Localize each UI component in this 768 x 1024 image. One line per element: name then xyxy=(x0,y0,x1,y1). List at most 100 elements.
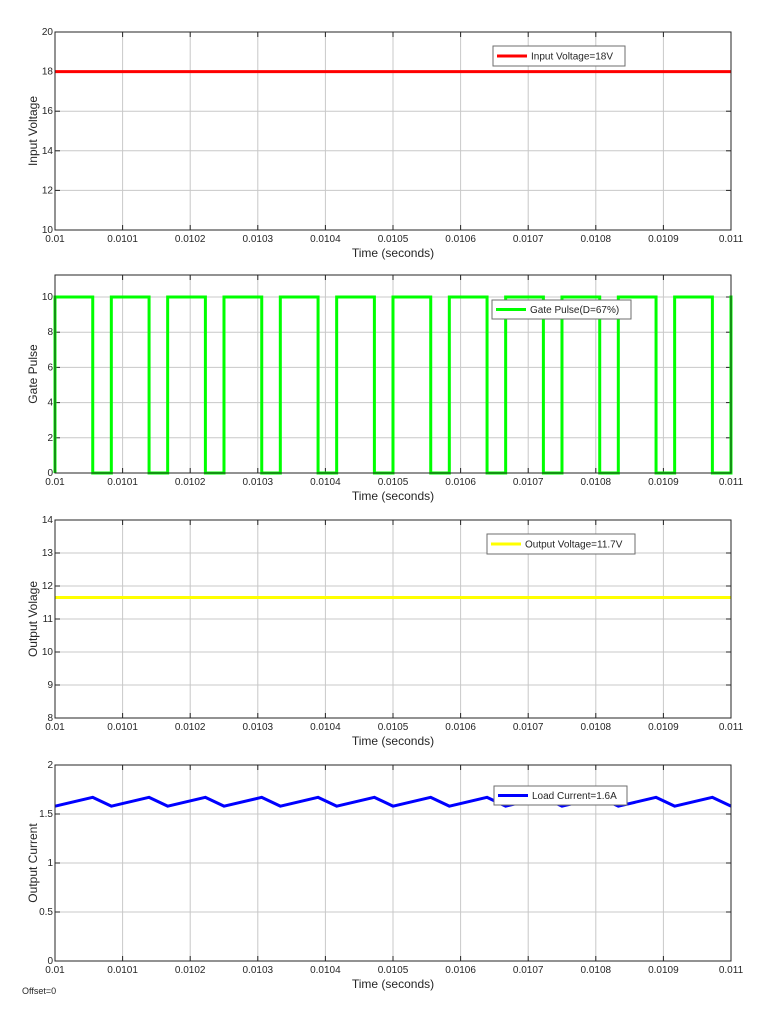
x-tick-label: 0.0107 xyxy=(513,477,544,488)
x-tick-label: 0.0105 xyxy=(378,722,409,733)
x-tick-label: 0.0109 xyxy=(648,477,679,488)
axes-box xyxy=(54,519,732,719)
x-tick-label: 0.0101 xyxy=(107,965,138,976)
x-tick-label: 0.011 xyxy=(719,477,744,488)
x-tick-label: 0.011 xyxy=(719,965,744,976)
x-tick-label: 0.0102 xyxy=(175,234,206,245)
x-tick-label: 0.0106 xyxy=(445,477,476,488)
x-tick-label: 0.0104 xyxy=(310,234,341,245)
panel-output-current: 0.01 0.0101 0.0102 0.0103 0.0104 0.0105 0.0106… xyxy=(26,760,744,991)
y-tick-label: 0 xyxy=(47,956,53,967)
x-tick-label: 0.0107 xyxy=(513,722,544,733)
y-tick-label: 12 xyxy=(42,581,54,592)
x-tick-label: 0.0102 xyxy=(175,477,206,488)
x-tick-label: 0.01 xyxy=(45,722,65,733)
axes-box xyxy=(54,274,732,474)
y-tick-label: 4 xyxy=(47,398,53,409)
legend-label: Output Voltage=11.7V xyxy=(525,540,623,551)
y-tick-label: 14 xyxy=(42,515,54,526)
panel-input-voltage: 0.01 0.0101 0.0102 0.0103 0.0104 0.0105 0.0106… xyxy=(26,27,744,260)
x-tick-label: 0.011 xyxy=(719,234,744,245)
axes-box xyxy=(54,31,732,231)
x-tick-label: 0.0107 xyxy=(513,965,544,976)
y-tick-label: 0.5 xyxy=(39,907,53,918)
y-tick-label: 2 xyxy=(47,433,53,444)
legend-label: Gate Pulse(D=67%) xyxy=(530,305,619,316)
legend-box xyxy=(493,785,628,806)
y-axis-label: Output Current xyxy=(26,823,40,903)
y-tick-label: 1 xyxy=(47,858,53,869)
x-tick-label: 0.0108 xyxy=(581,477,612,488)
x-tick-label: 0.0104 xyxy=(310,965,341,976)
legend-box xyxy=(492,45,626,67)
x-tick-label: 0.01 xyxy=(45,477,65,488)
panel-output-voltage: 0.01 0.0101 0.0102 0.0103 0.0104 0.0105 0.0106… xyxy=(26,515,744,748)
legend-label: Input Voltage=18V xyxy=(531,52,613,63)
x-tick-label: 0.0108 xyxy=(581,722,612,733)
legend: Output Voltage=11.7V xyxy=(486,533,636,555)
offset-label: Offset=0 xyxy=(22,986,57,996)
x-tick-label: 0.0104 xyxy=(310,477,341,488)
y-tick-label: 18 xyxy=(42,67,54,78)
x-tick-label: 0.0106 xyxy=(445,234,476,245)
y-tick-label: 1.5 xyxy=(39,809,53,820)
y-tick-label: 8 xyxy=(47,327,53,338)
y-tick-label: 6 xyxy=(47,362,53,373)
x-tick-label: 0.0101 xyxy=(107,477,138,488)
legend-label: Load Current=1.6A xyxy=(532,791,617,802)
x-tick-label: 0.0106 xyxy=(445,722,476,733)
y-axis-label: Input Voltage xyxy=(26,96,40,166)
y-tick-label: 16 xyxy=(42,106,54,117)
x-tick-label: 0.0104 xyxy=(310,722,341,733)
y-tick-label: 11 xyxy=(43,614,54,625)
legend: Input Voltage=18V xyxy=(492,45,626,67)
legend-box xyxy=(491,299,632,320)
y-tick-label: 0 xyxy=(47,468,53,479)
y-tick-label: 10 xyxy=(42,647,54,658)
x-tick-label: 0.0105 xyxy=(378,234,409,245)
axes-box xyxy=(54,764,732,962)
legend: Load Current=1.6A xyxy=(493,785,628,806)
x-tick-label: 0.011 xyxy=(719,722,744,733)
x-tick-label: 0.0108 xyxy=(581,234,612,245)
x-tick-label: 0.0107 xyxy=(513,234,544,245)
x-tick-label: 0.0105 xyxy=(378,477,409,488)
y-axis-label: Output Volage xyxy=(26,581,40,657)
data-line xyxy=(53,295,733,475)
x-tick-label: 0.0108 xyxy=(581,965,612,976)
x-tick-label: 0.0101 xyxy=(107,722,138,733)
x-tick-label: 0.0102 xyxy=(175,722,206,733)
x-axis-label: Time (seconds) xyxy=(352,977,434,991)
legend: Gate Pulse(D=67%) xyxy=(491,299,632,320)
x-axis-label: Time (seconds) xyxy=(352,489,434,503)
y-tick-label: 20 xyxy=(42,27,54,38)
x-tick-label: 0.0103 xyxy=(243,965,274,976)
y-tick-label: 10 xyxy=(42,225,54,236)
x-tick-label: 0.0106 xyxy=(445,965,476,976)
y-tick-label: 2 xyxy=(47,760,53,771)
x-axis-label: Time (seconds) xyxy=(352,246,434,260)
x-tick-label: 0.0109 xyxy=(648,234,679,245)
x-tick-label: 0.0103 xyxy=(243,722,274,733)
y-axis-label: Gate Pulse xyxy=(26,344,40,404)
y-tick-label: 8 xyxy=(47,713,53,724)
x-tick-label: 0.0102 xyxy=(175,965,206,976)
data-line xyxy=(54,795,732,808)
y-tick-label: 14 xyxy=(42,146,54,157)
x-tick-label: 0.0101 xyxy=(107,234,138,245)
x-tick-label: 0.01 xyxy=(45,234,65,245)
y-tick-label: 12 xyxy=(42,185,54,196)
x-tick-label: 0.01 xyxy=(45,965,65,976)
y-tick-label: 13 xyxy=(42,548,54,559)
x-tick-label: 0.0103 xyxy=(243,234,274,245)
y-tick-label: 9 xyxy=(47,680,53,691)
x-axis-label: Time (seconds) xyxy=(352,734,434,748)
panel-gate-pulse: 0.01 0.0101 0.0102 0.0103 0.0104 0.0105 0.0106… xyxy=(26,274,744,503)
legend-box xyxy=(486,533,636,555)
x-tick-label: 0.0103 xyxy=(243,477,274,488)
x-tick-label: 0.0105 xyxy=(378,965,409,976)
x-tick-label: 0.0109 xyxy=(648,722,679,733)
y-tick-label: 10 xyxy=(42,292,54,303)
x-tick-label: 0.0109 xyxy=(648,965,679,976)
